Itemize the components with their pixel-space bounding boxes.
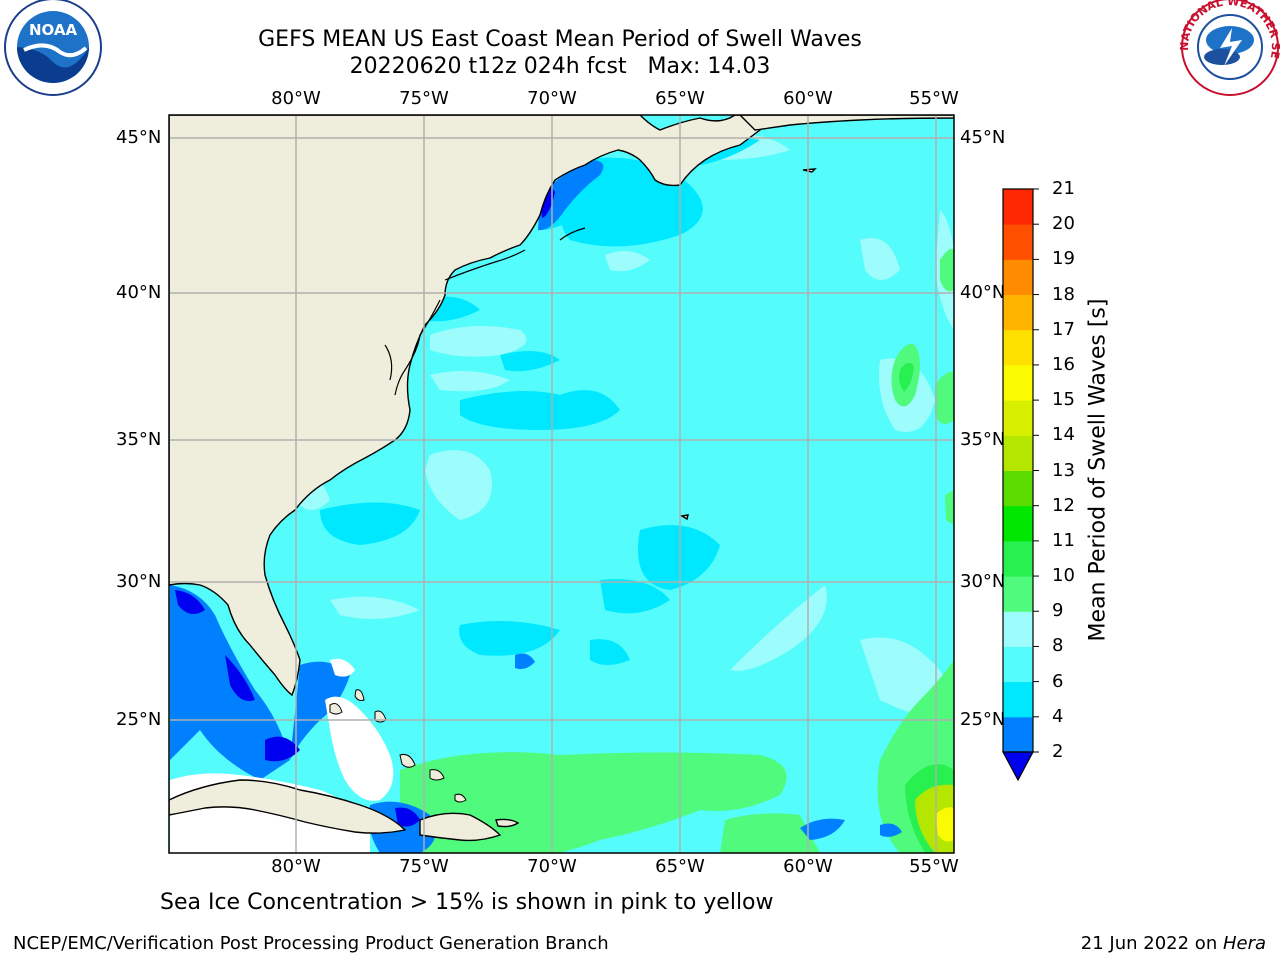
colorbar-segment [1003, 364, 1033, 401]
colorbar-segment [1003, 294, 1033, 331]
colorbar-tick-label: 12 [1052, 494, 1075, 516]
lat-label-left-45n: 45°N [116, 127, 162, 148]
chart-subtitle: 20220620 t12z 024h fcst Max: 14.03 [349, 54, 771, 79]
map-plot [169, 115, 954, 853]
chart-title: GEFS MEAN US East Coast Mean Period of S… [258, 27, 862, 52]
map-frame [168, 114, 955, 854]
bahamas-islands [329, 689, 467, 803]
footer-date: 21 Jun 2022 on Hera [1081, 933, 1266, 954]
footer-host: Hera [1222, 933, 1266, 954]
coastline-details [384, 227, 586, 396]
lat-label-left-30n: 30°N [116, 571, 162, 592]
colorbar-tick-label: 19 [1052, 248, 1075, 270]
lon-label-bottom-70w: 70°W [527, 856, 577, 877]
colorbar-segment [1003, 400, 1033, 436]
lon-label-top-65w: 65°W [655, 88, 705, 109]
lat-label-right-35n: 35°N [960, 429, 1006, 450]
lon-label-top-55w: 55°W [909, 88, 959, 109]
lon-label-top-70w: 70°W [527, 88, 577, 109]
lon-label-bottom-75w: 75°W [399, 856, 449, 877]
lat-label-left-40n: 40°N [116, 282, 162, 303]
colorbar-segment [1003, 470, 1033, 507]
colorbar-tick-label: 9 [1052, 600, 1064, 622]
lat-label-right-40n: 40°N [960, 282, 1006, 303]
lat-label-left-35n: 35°N [116, 429, 162, 450]
colorbar-segment [1003, 540, 1033, 577]
lat-label-right-30n: 30°N [960, 571, 1006, 592]
colorbar-tick-label: 10 [1052, 565, 1075, 587]
colorbar-tick-label: 18 [1052, 283, 1075, 305]
colorbar-segment [1003, 505, 1033, 542]
lat-label-left-25n: 25°N [116, 709, 162, 730]
footer-credit: NCEP/EMC/Verification Post Processing Pr… [13, 933, 609, 954]
colorbar-segment [1003, 611, 1033, 647]
colorbar-segment [1003, 576, 1033, 612]
lat-label-right-25n: 25°N [960, 709, 1006, 730]
colorbar-segment [1003, 189, 1033, 225]
lat-label-right-45n: 45°N [960, 127, 1006, 148]
lon-label-bottom-60w: 60°W [783, 856, 833, 877]
lon-label-bottom-80w: 80°W [271, 856, 321, 877]
colorbar-tick-label: 6 [1052, 670, 1064, 692]
footer-date-text: 21 Jun 2022 on [1080, 933, 1223, 954]
lon-label-bottom-55w: 55°W [909, 856, 959, 877]
noaa-logo: NOAA [4, 0, 102, 96]
colorbar-tick-label: 11 [1052, 529, 1075, 551]
lon-label-top-75w: 75°W [399, 88, 449, 109]
sea-ice-footnote: Sea Ice Concentration > 15% is shown in … [160, 890, 774, 915]
colorbar-extend-triangle [1001, 751, 1035, 782]
colorbar-tick-label: 14 [1052, 424, 1075, 446]
lon-label-top-60w: 60°W [783, 88, 833, 109]
colorbar-segment [1003, 224, 1033, 260]
colorbar-segment [1003, 259, 1033, 296]
colorbar-label: Mean Period of Swell Waves [s] [1085, 298, 1111, 642]
gridlines [169, 115, 954, 853]
colorbar-segment [1003, 646, 1033, 683]
colorbar-segment [1003, 435, 1033, 471]
colorbar-tick-label: 8 [1052, 635, 1064, 657]
colorbar-tick-label: 21 [1052, 178, 1075, 199]
colorbar-tick-label: 4 [1052, 705, 1064, 727]
lon-label-top-80w: 80°W [271, 88, 321, 109]
colorbar-segment [1003, 716, 1033, 753]
colorbar-tick-label: 13 [1052, 459, 1075, 481]
colorbar-tick-label: 16 [1052, 353, 1075, 375]
colorbar-tick-label: 20 [1052, 213, 1075, 235]
colorbar-tick-label: 15 [1052, 389, 1075, 411]
lon-label-bottom-65w: 65°W [655, 856, 705, 877]
swell-patches-15-16 [935, 807, 954, 842]
colorbar-tick-label: 17 [1052, 318, 1075, 340]
colorbar-tick-label: 2 [1052, 741, 1064, 762]
swell-patches-9-10 [400, 248, 954, 853]
noaa-logo-text: NOAA [29, 21, 78, 39]
colorbar [1001, 188, 1039, 782]
colorbar-segment [1003, 329, 1033, 366]
colorbar-segment [1003, 681, 1033, 718]
